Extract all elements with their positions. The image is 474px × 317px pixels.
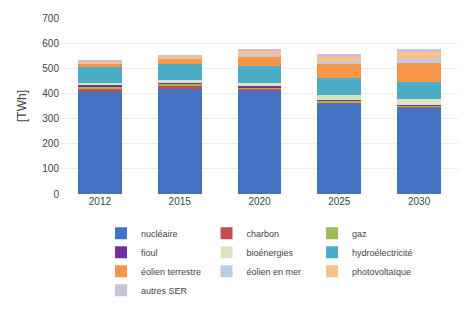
svg-text:300: 300 xyxy=(42,113,59,124)
svg-text:2025: 2025 xyxy=(328,196,351,207)
svg-text:[TWh]: [TWh] xyxy=(15,90,29,122)
svg-text:200: 200 xyxy=(42,138,59,149)
svg-text:fioul: fioul xyxy=(141,248,158,258)
svg-text:gaz: gaz xyxy=(352,229,367,239)
svg-text:2012: 2012 xyxy=(89,196,112,207)
svg-text:hydroélectricité: hydroélectricité xyxy=(352,248,413,258)
svg-text:2020: 2020 xyxy=(248,196,271,207)
svg-text:600: 600 xyxy=(42,38,59,49)
svg-text:autres SER: autres SER xyxy=(141,286,188,296)
svg-text:bioénergies: bioénergies xyxy=(247,248,294,258)
svg-text:photovoltaïque: photovoltaïque xyxy=(352,267,411,277)
svg-text:éolien en mer: éolien en mer xyxy=(247,267,302,277)
svg-text:nucléaire: nucléaire xyxy=(141,229,178,239)
svg-text:700: 700 xyxy=(42,13,59,24)
svg-text:100: 100 xyxy=(42,163,59,174)
svg-text:éolien terrestre: éolien terrestre xyxy=(141,267,201,277)
svg-text:charbon: charbon xyxy=(247,229,280,239)
svg-text:2015: 2015 xyxy=(169,196,192,207)
svg-text:2030: 2030 xyxy=(408,196,431,207)
svg-text:0: 0 xyxy=(53,189,59,200)
svg-text:500: 500 xyxy=(42,63,59,74)
svg-text:400: 400 xyxy=(42,88,59,99)
